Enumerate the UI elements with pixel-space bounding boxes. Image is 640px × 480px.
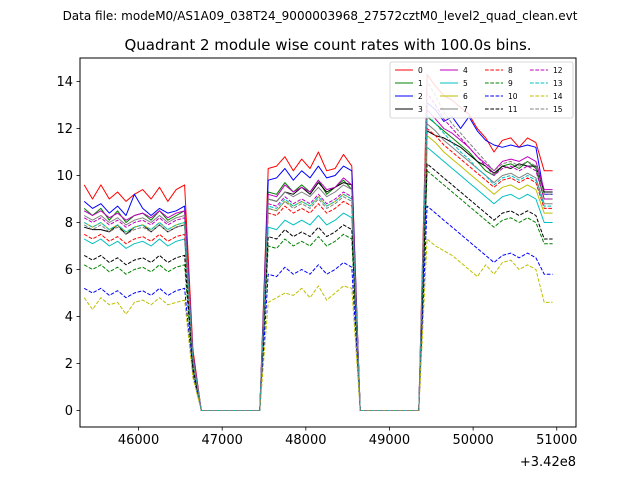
series-lines-layer [83, 74, 553, 411]
series-line-2 [83, 102, 553, 411]
series-line-5 [83, 146, 553, 411]
y-tick-label: 14 [56, 75, 73, 90]
legend-label-14: 14 [553, 92, 563, 101]
series-line-13 [83, 113, 553, 411]
y-tick-label: 2 [65, 357, 73, 372]
legend-label-1: 1 [418, 79, 423, 88]
y-tick-label: 4 [65, 310, 73, 325]
legend-label-8: 8 [508, 66, 513, 75]
legend-label-15: 15 [553, 105, 563, 114]
legend-box [389, 61, 574, 119]
series-line-0 [83, 74, 553, 411]
x-tick-label: 51000 [536, 433, 577, 448]
y-tick-label: 6 [65, 263, 73, 278]
chart-title: Quadrant 2 module wise count rates with … [124, 36, 531, 54]
series-line-10 [83, 205, 553, 411]
legend-label-3: 3 [418, 105, 423, 114]
x-tick-label: 46000 [118, 433, 159, 448]
y-tick-label: 8 [65, 216, 73, 231]
x-axis-offset-label: +3.42e8 [520, 455, 576, 470]
chart-suptitle: Data file: modeM0/AS1A09_038T24_90000039… [63, 9, 578, 23]
legend-label-4: 4 [463, 66, 468, 75]
series-line-11 [83, 163, 553, 411]
y-tick-label: 12 [56, 122, 73, 137]
x-tick-label: 50000 [452, 433, 493, 448]
y-tick-label: 0 [65, 404, 73, 419]
x-tick-label: 49000 [369, 433, 410, 448]
legend-label-6: 6 [463, 92, 468, 101]
x-tick-label: 48000 [285, 433, 326, 448]
y-tick-label: 10 [56, 169, 73, 184]
y-axis-ticks: 0 2 4 6 8 10 12 14 [56, 75, 80, 419]
series-line-15 [83, 81, 553, 411]
legend-label-7: 7 [463, 105, 468, 114]
x-tick-label: 47000 [202, 433, 243, 448]
x-axis-ticks: 46000 47000 48000 49000 50000 51000 [118, 427, 577, 448]
plot-area-frame [79, 57, 577, 428]
legend-label-5: 5 [463, 79, 468, 88]
legend-label-10: 10 [508, 92, 518, 101]
legend-label-0: 0 [418, 66, 423, 75]
series-line-8 [83, 128, 553, 411]
series-line-7 [83, 123, 553, 411]
legend-label-9: 9 [508, 79, 513, 88]
legend-label-13: 13 [553, 79, 563, 88]
series-line-9 [83, 170, 553, 411]
legend-label-2: 2 [418, 92, 423, 101]
legend-label-11: 11 [508, 105, 518, 114]
series-line-4 [83, 109, 553, 411]
series-line-14 [83, 238, 553, 411]
series-line-12 [83, 92, 553, 411]
legend-label-12: 12 [553, 66, 563, 75]
